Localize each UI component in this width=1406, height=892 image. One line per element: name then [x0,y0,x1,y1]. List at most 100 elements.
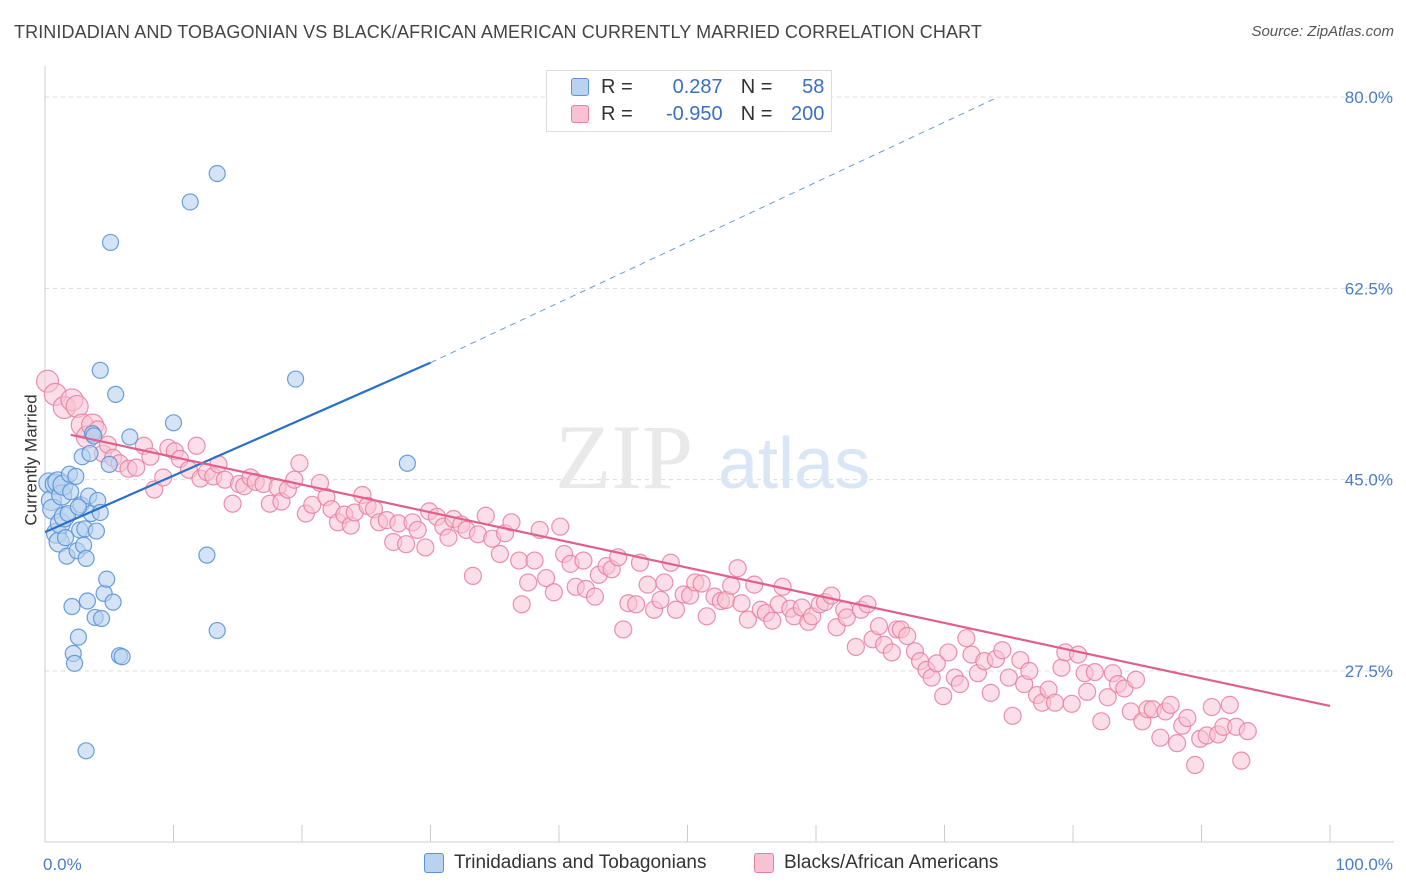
legend-r-label: R = [601,75,633,98]
pink-point [728,559,747,578]
pink-point [1003,706,1022,725]
y-tick-label: 27.5% [1345,662,1393,681]
pink-point [939,643,958,662]
chart-title: TRINIDADIAN AND TOBAGONIAN VS BLACK/AFRI… [14,22,982,42]
x-tick-label: 100.0% [1335,855,1393,874]
pink-point [697,607,716,626]
pink-point [666,600,686,619]
legend-label: Trinidadians and Tobagonians [454,852,707,873]
blue-point [77,549,95,567]
pink-point [1062,694,1081,713]
pink-point [1185,755,1205,775]
blue-point [100,455,118,473]
pink-point [476,506,495,525]
pink-point [999,668,1018,687]
pink-point [837,608,856,627]
legend-swatch-pink [754,853,774,873]
legend-item-trinidadians[interactable]: Trinidadians and Tobagonians [424,852,706,874]
x-tick-labels: 0.0% 100.0% [43,855,1393,874]
pink-point [745,575,764,594]
legend-label: Blacks/African Americans [784,852,999,873]
watermark-zip: ZIP [555,406,693,508]
pink-point [1220,695,1239,714]
blue-point [81,444,99,463]
blue-point [78,592,97,610]
pink-point [1085,662,1104,682]
pink-point [738,610,757,629]
watermark: ZIP atlas [555,406,870,508]
legend-swatch-blue [571,78,589,96]
watermark-atlas: atlas [718,424,870,504]
pink-point [490,544,509,564]
pink-point [722,576,741,595]
pink-point [416,538,435,557]
pink-point [585,587,605,606]
legend-swatch-blue [424,853,444,873]
y-tick-label: 62.5% [1345,279,1393,298]
pink-point [408,520,427,540]
blue-point [62,483,80,501]
blue-point [87,522,106,540]
pink-point [396,535,416,554]
legend-r-value: -0.950 [665,102,723,125]
blue-trend-extension [430,97,997,364]
pink-point [223,494,242,513]
x-tick-label: 0.0% [43,855,82,874]
pink-point [1078,682,1097,701]
pink-point [692,574,711,593]
pink-point [846,637,865,657]
legend-r-label: R = [601,102,633,125]
pink-point [290,454,309,473]
pink-point [1045,693,1065,712]
pink-point [127,458,146,477]
pink-point [1238,722,1257,741]
legend-n-value: 58 [802,75,825,98]
blue-point [208,164,226,183]
pink-point [285,470,304,489]
pink-point [512,595,531,614]
pink-point [950,675,970,694]
blue-point [121,428,139,446]
pink-point [187,436,206,455]
stats-legend: R = 0.287 N = 58 R = -0.950 N = 200 [546,70,832,132]
pink-point [993,641,1012,660]
pink-point [732,594,751,613]
pink-point [981,683,1000,702]
pink-point [638,575,657,594]
blue-point [98,570,116,588]
pink-point [303,495,322,514]
blue-point [77,742,95,760]
pink-point [1161,695,1180,714]
legend-row-pink: R = -0.950 N = 200 [571,101,824,127]
blue-point [107,385,125,403]
pink-point [537,568,556,588]
blue-point [69,498,88,516]
blue-point [181,193,199,211]
legend-n-label: N = [740,75,773,98]
pink-point [614,620,633,639]
pink-point [927,654,946,673]
pink-point [525,551,544,570]
pink-point [574,551,593,570]
y-tick-label: 80.0% [1345,88,1393,107]
pink-series [35,369,1257,775]
pink-point [1052,658,1071,677]
blue-point [69,628,88,646]
pink-point [551,517,570,536]
legend-n-value: 200 [791,102,825,125]
blue-point [164,414,183,432]
source-label: Source: ZipAtlas.com [1251,23,1394,40]
legend-r-value: 0.287 [672,75,723,98]
blue-point [101,233,120,252]
legend-item-blacks[interactable]: Blacks/African Americans [754,852,998,874]
pink-point [869,617,889,636]
y-tick-labels: 27.5% 45.0% 62.5% 80.0% [1345,88,1393,681]
pink-point [763,611,782,630]
pink-point [1126,670,1146,689]
pink-point [1232,751,1251,770]
y-tick-label: 45.0% [1345,471,1393,490]
legend-n-label: N = [740,102,773,125]
pink-point [1092,712,1111,731]
pink-point [439,528,458,547]
